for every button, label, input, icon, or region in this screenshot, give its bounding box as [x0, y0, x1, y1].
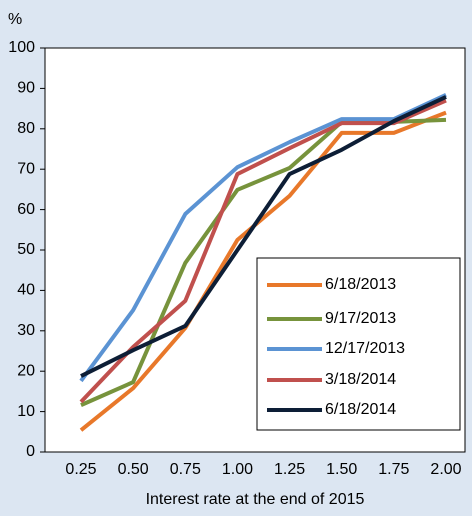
- x-axis-label: Interest rate at the end of 2015: [146, 491, 365, 508]
- legend-label: 12/17/2013: [325, 340, 405, 357]
- legend-label: 9/17/2013: [325, 310, 396, 327]
- x-tick-label: 0.25: [65, 461, 96, 478]
- y-tick-label: 100: [8, 39, 35, 56]
- series-line: [79, 93, 447, 383]
- x-tick-label: 1.75: [378, 461, 409, 478]
- y-tick-label: 20: [17, 362, 35, 379]
- series-line: [79, 98, 447, 404]
- y-tick-label: 50: [17, 241, 35, 258]
- legend: [256, 257, 461, 431]
- y-tick-label: 80: [17, 120, 35, 137]
- y-tick-label: 60: [17, 201, 35, 218]
- x-tick-label: 1.00: [222, 461, 253, 478]
- y-tick-label: 40: [17, 282, 35, 299]
- x-tick-label: 1.50: [326, 461, 357, 478]
- y-tick-label: 90: [17, 80, 35, 97]
- y-tick-label: 30: [17, 322, 35, 339]
- legend-label: 6/18/2013: [325, 276, 396, 293]
- x-tick-label: 0.75: [170, 461, 201, 478]
- x-tick-label: 0.50: [118, 461, 149, 478]
- legend-label: 6/18/2014: [325, 401, 396, 418]
- y-unit-label: %: [8, 11, 22, 28]
- legend-label: 3/18/2014: [325, 371, 396, 388]
- series-line: [80, 95, 447, 378]
- y-tick-label: 10: [17, 403, 35, 420]
- x-tick-label: 2.00: [430, 461, 461, 478]
- x-tick-label: 1.25: [274, 461, 305, 478]
- series-line: [79, 110, 447, 432]
- y-tick-label: 0: [26, 443, 35, 460]
- y-tick-label: 70: [17, 160, 35, 177]
